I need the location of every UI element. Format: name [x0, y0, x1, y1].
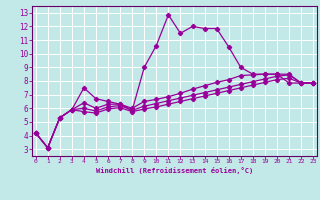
- X-axis label: Windchill (Refroidissement éolien,°C): Windchill (Refroidissement éolien,°C): [96, 167, 253, 174]
